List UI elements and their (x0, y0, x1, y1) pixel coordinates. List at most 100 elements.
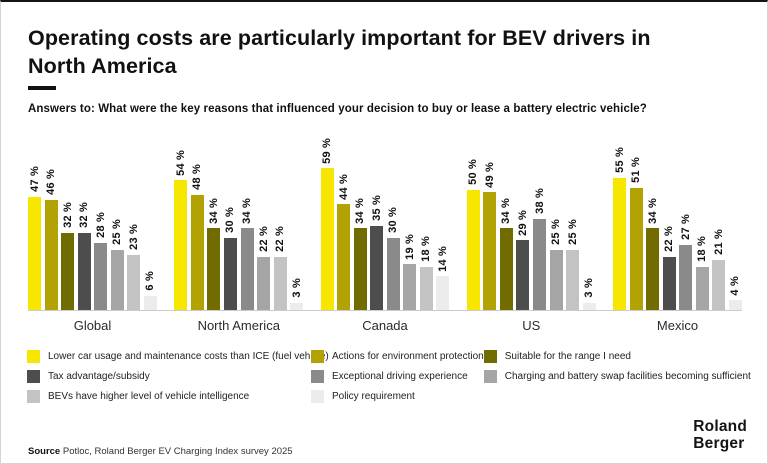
page-title: Operating costs are particularly importa… (28, 26, 651, 79)
bar-group: 50 % 49 % 34 % 29 % 38 % 25 % 25 % 3 % US (466, 130, 596, 333)
bar (483, 192, 497, 310)
bar (629, 187, 643, 310)
bar (386, 238, 400, 310)
legend-item: Suitable for the range I need (483, 346, 751, 366)
roland-berger-logo: Roland Berger (693, 418, 747, 453)
bar-value-label: 46 % (45, 168, 58, 195)
bar (353, 228, 367, 310)
bar-value-label: 3 % (290, 278, 303, 298)
bar-value-label: 6 % (144, 271, 157, 291)
bar-column: 47 % (28, 166, 41, 310)
bar-column: 6 % (143, 271, 157, 310)
bar-value-label: 28 % (94, 211, 107, 238)
bar-column: 51 % (629, 157, 643, 310)
bar (257, 257, 271, 310)
bar-value-label: 3 % (583, 278, 596, 298)
legend-label: Suitable for the range I need (504, 350, 631, 362)
legend-label: Lower car usage and maintenance costs th… (48, 350, 329, 362)
bar (110, 250, 124, 310)
bar-column: 3 % (582, 278, 596, 310)
legend-column: Actions for environment protection Except… (311, 346, 484, 406)
bar-value-label: 18 % (696, 235, 709, 262)
bar-value-label: 22 % (663, 226, 676, 253)
bar (419, 266, 433, 310)
bar (94, 242, 108, 310)
legend-label: Charging and battery swap facilities bec… (504, 370, 751, 382)
bar-value-label: 35 % (370, 195, 383, 221)
source-label: Source (28, 446, 61, 457)
legend-swatch-icon (483, 369, 497, 383)
bar-value-label: 49 % (483, 161, 496, 188)
bar-column: 22 % (257, 226, 271, 310)
bar (695, 266, 709, 310)
group-label: North America (197, 318, 280, 333)
chart-area: 47 % 46 % 32 % 32 % 28 % 25 % 23 % 6 % Global 54 … (28, 130, 742, 340)
bar-column: 34 % (240, 198, 254, 310)
bar-column: 25 % (110, 219, 124, 310)
source-note: Source Potloc, Roland Berger EV Charging… (28, 446, 293, 457)
bar-value-label: 34 % (500, 197, 513, 224)
legend-item: Tax advantage/subsidy (27, 366, 311, 386)
logo-line2: Berger (693, 435, 745, 453)
bar-value-label: 48 % (191, 163, 204, 190)
bar (499, 228, 513, 310)
bar (728, 300, 742, 310)
bar-value-label: 25 % (566, 219, 579, 245)
bar-column: 32 % (77, 202, 91, 310)
legend-swatch-icon (311, 389, 324, 403)
group-label: US (522, 318, 541, 333)
bar-column: 21 % (712, 229, 726, 310)
bar-value-label: 14 % (436, 245, 449, 272)
bar-column: 25 % (549, 219, 563, 310)
bar-cluster: 54 % 48 % 34 % 30 % 34 % 22 % 22 % 3 % (174, 130, 304, 310)
bar (370, 226, 384, 310)
legend-swatch-icon (311, 369, 324, 383)
legend-swatch-icon (27, 349, 40, 363)
legend-label: BEVs have higher level of vehicle intell… (48, 390, 250, 402)
bar-value-label: 34 % (207, 197, 220, 224)
bar (44, 199, 58, 310)
bar-value-label: 25 % (550, 219, 563, 245)
bar-value-label: 27 % (679, 214, 692, 241)
bar (403, 264, 417, 310)
bar-value-label: 34 % (354, 197, 367, 224)
bar-column: 34 % (646, 197, 660, 310)
legend: Lower car usage and maintenance costs th… (27, 346, 751, 406)
bar-value-label: 22 % (257, 226, 270, 253)
bar-column: 34 % (207, 197, 221, 310)
bar-value-label: 30 % (387, 207, 400, 233)
bar-cluster: 50 % 49 % 34 % 29 % 38 % 25 % 25 % 3 % (466, 130, 596, 310)
bar-column: 35 % (370, 195, 384, 310)
bar-value-label: 22 % (274, 226, 287, 253)
bar (679, 245, 693, 310)
bar-column: 4 % (728, 276, 742, 310)
legend-swatch-icon (483, 349, 497, 363)
bar-cluster: 55 % 51 % 34 % 22 % 27 % 18 % 21 % 4 % (613, 130, 742, 310)
bar-value-label: 55 % (613, 147, 626, 173)
bar-value-label: 59 % (321, 137, 333, 164)
bar-value-label: 47 % (28, 166, 41, 193)
chart: 47 % 46 % 32 % 32 % 28 % 25 % 23 % 6 % Global 54 … (28, 130, 742, 333)
bar-column: 59 % (320, 137, 334, 310)
bar-column: 18 % (419, 235, 433, 310)
bar (549, 250, 563, 310)
bar (207, 228, 221, 310)
bar-value-label: 18 % (420, 235, 433, 262)
bar (566, 250, 580, 310)
bar-cluster: 59 % 44 % 34 % 35 % 30 % 19 % 18 % 14 % (320, 130, 450, 310)
bar-column: 23 % (127, 224, 141, 310)
bar-value-label: 34 % (646, 197, 659, 224)
bar (436, 276, 450, 310)
bar (646, 228, 660, 310)
bar-column: 38 % (533, 188, 546, 310)
bar-column: 27 % (679, 214, 693, 310)
bar-value-label: 30 % (224, 207, 237, 233)
legend-item: Lower car usage and maintenance costs th… (27, 346, 329, 366)
bar (77, 233, 91, 310)
legend-column: Suitable for the range I need Charging an… (483, 346, 751, 406)
bar (273, 257, 287, 310)
bar-column: 44 % (337, 174, 351, 310)
legend-item: Policy requirement (311, 386, 484, 406)
bar (223, 238, 237, 310)
bar-value-label: 19 % (403, 233, 416, 260)
